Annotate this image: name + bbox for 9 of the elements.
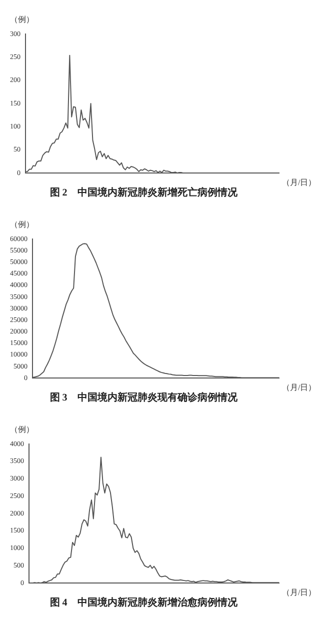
y-axis-title: （例）	[10, 425, 34, 434]
y-axis-title: （例）	[10, 220, 34, 230]
x-axis-title: （月/日）	[282, 178, 316, 188]
x-axis-title: （月/日）	[282, 588, 316, 598]
y-axis-title: （例）	[10, 15, 34, 24]
text: 图 4 中国境内新冠肺炎新增治愈病例情况	[50, 596, 238, 609]
text: 图 2 中国境内新冠肺炎新增死亡病例情况	[50, 186, 238, 199]
text: 图 3 中国境内新冠肺炎现有确诊病例情况	[50, 392, 238, 404]
x-axis-title: （月/日）	[282, 383, 316, 392]
